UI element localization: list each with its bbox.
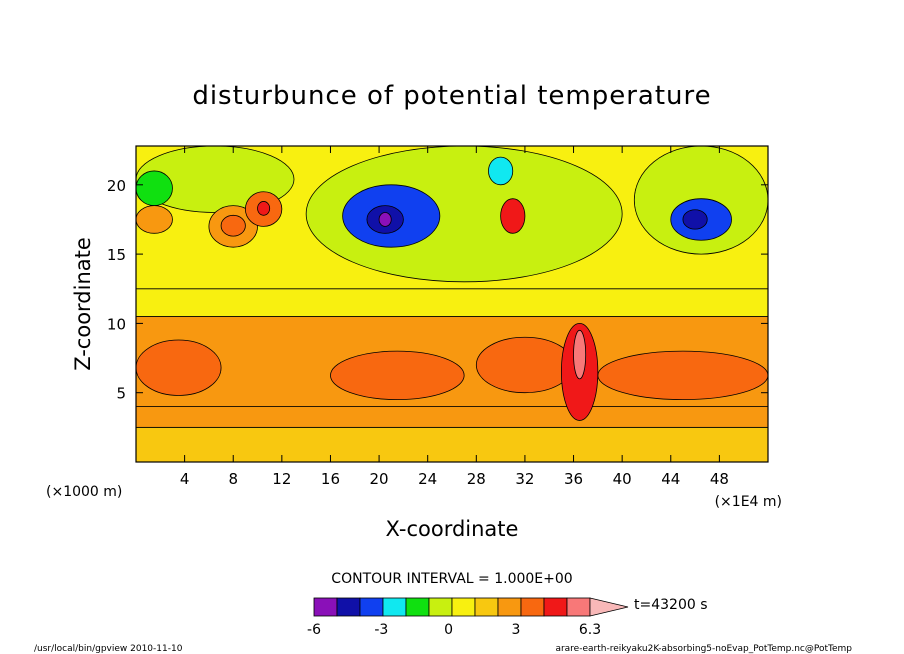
x-axis-label: X-coordinate: [386, 517, 519, 541]
y-tick-label-20: 20: [107, 177, 126, 195]
colorbar-box-2: [359, 597, 384, 617]
x-tick-label-32: 32: [515, 470, 534, 488]
x-tick-label-20: 20: [370, 470, 389, 488]
contour-blob-12: [136, 170, 173, 206]
colorbar-box-7: [474, 597, 499, 617]
colorbar-tick-label-1: -3: [374, 622, 388, 638]
x-tick-label-40: 40: [613, 470, 632, 488]
contour-blob-9: [305, 146, 623, 283]
x-tick-label-44: 44: [661, 470, 680, 488]
x-unit-right-label: (×1E4 m): [715, 494, 782, 510]
x-unit-left-label: (×1000 m): [46, 484, 122, 500]
x-tick-label-16: 16: [321, 470, 340, 488]
colorbar-box-5: [428, 597, 453, 617]
y-tick-label-15: 15: [107, 246, 126, 264]
plot-fill: [136, 146, 768, 462]
contour-blob-5: [475, 336, 574, 394]
colorbar-tick-label-4: 6.3: [579, 622, 601, 638]
plot-frame: [135, 145, 769, 463]
colorbar-tick-label-0: -6: [307, 622, 321, 638]
colorbar-box-6: [451, 597, 476, 617]
contour-blob-23: [500, 198, 526, 234]
colorbar-box-11: [566, 597, 591, 617]
x-tick-label-8: 8: [228, 470, 238, 488]
contour-blob-6: [597, 350, 768, 401]
time-label: t=43200 s: [634, 597, 708, 613]
x-tick-label-48: 48: [710, 470, 729, 488]
colorbar-ticks: -6 -3 0 3 6.3: [307, 622, 601, 638]
footer-left: /usr/local/bin/gpview 2010-11-10: [34, 644, 183, 654]
contour-blob-17: [682, 209, 708, 230]
contour-blob-18: [488, 156, 514, 186]
contour-blob-26: [573, 329, 587, 380]
contour-regions: [136, 146, 768, 462]
contour-blob-3: [136, 339, 222, 396]
contour-blob-15: [378, 212, 392, 227]
colorbar: [313, 597, 629, 617]
x-tick-label-36: 36: [564, 470, 583, 488]
x-tick-label-24: 24: [418, 470, 437, 488]
colorbar-tick-label-2: 0: [444, 622, 453, 638]
contour-interval-label: CONTOUR INTERVAL = 1.000E+00: [331, 571, 572, 587]
contour-blob-22: [257, 201, 271, 216]
colorbar-box-1: [336, 597, 361, 617]
x-axis-ticks: 4 8 12 16 20 24 28 32 36 40 44 48: [180, 146, 729, 488]
chart-title: disturbunce of potential temperature: [192, 81, 711, 111]
colorbar-box-9: [520, 597, 545, 617]
contour-blob-20: [220, 214, 246, 237]
colorbar-box-0: [313, 597, 338, 617]
colorbar-box-4: [405, 597, 430, 617]
y-tick-label-10: 10: [107, 315, 126, 333]
contour-band-0: [136, 426, 768, 462]
contour-blob-24: [136, 205, 173, 234]
colorbar-box-10: [543, 597, 568, 617]
colorbar-arrow: [589, 597, 629, 617]
contour-blob-4: [330, 350, 465, 401]
y-axis-ticks: 5 10 15 20: [107, 177, 768, 403]
x-tick-label-28: 28: [467, 470, 486, 488]
y-tick-label-5: 5: [116, 385, 126, 403]
x-tick-label-4: 4: [180, 470, 190, 488]
contour-band-1: [136, 406, 768, 428]
colorbar-tick-label-3: 3: [511, 622, 520, 638]
x-tick-label-12: 12: [272, 470, 291, 488]
footer-right: arare-earth-reikyaku2K-absorbing5-noEvap…: [555, 644, 852, 654]
colorbar-box-8: [497, 597, 522, 617]
contour-band-7: [136, 288, 768, 317]
colorbar-box-3: [382, 597, 407, 617]
y-axis-label: Z-coordinate: [71, 237, 95, 371]
